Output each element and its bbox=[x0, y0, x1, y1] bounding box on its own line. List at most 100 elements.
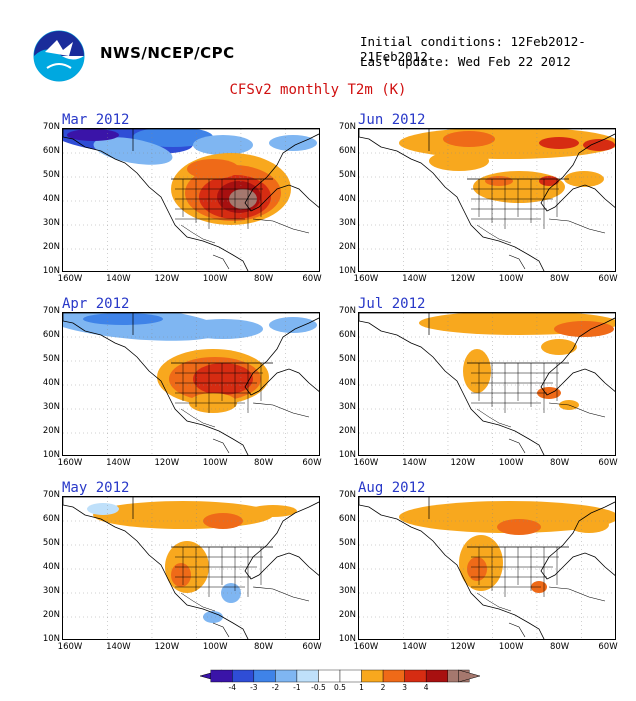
lon-tick-label: 120W bbox=[450, 642, 476, 652]
colorbar-swatch bbox=[275, 669, 298, 683]
lon-tick-label: 140W bbox=[402, 642, 427, 652]
lon-tick-label: 100W bbox=[498, 274, 524, 284]
lat-tick-label: 50N bbox=[42, 354, 60, 364]
lon-tick-label: 60W bbox=[598, 458, 618, 468]
colorbar-label: -1 bbox=[293, 683, 301, 692]
lon-tick-label: 60W bbox=[598, 274, 618, 284]
lat-tick-label: 10N bbox=[338, 634, 356, 644]
lat-tick-label: 10N bbox=[338, 450, 356, 460]
colorbar-label: -3 bbox=[250, 683, 258, 692]
lat-tick-label: 60N bbox=[42, 330, 60, 340]
lat-tick-label: 70N bbox=[42, 490, 60, 500]
lat-tick-label: 70N bbox=[338, 490, 356, 500]
lon-tick-label: 100W bbox=[202, 642, 228, 652]
colorbar-swatch bbox=[296, 669, 319, 683]
lat-tick-label: 20N bbox=[338, 242, 356, 252]
organization-name: NWS/NCEP/CPC bbox=[100, 44, 235, 62]
lat-tick-label: 30N bbox=[338, 402, 356, 412]
lon-tick-label: 120W bbox=[154, 642, 180, 652]
colorbar-label: -4 bbox=[228, 683, 237, 692]
colorbar-swatch bbox=[210, 669, 233, 683]
lat-tick-label: 30N bbox=[338, 586, 356, 596]
lat-tick-label: 20N bbox=[42, 610, 60, 620]
lat-tick-label: 40N bbox=[42, 378, 60, 388]
anomaly-map bbox=[359, 313, 615, 455]
lon-tick-label: 80W bbox=[549, 642, 570, 652]
panel-title: Jun 2012 bbox=[358, 112, 426, 128]
lat-tick-label: 30N bbox=[338, 218, 356, 228]
map-panel bbox=[358, 496, 616, 640]
map-panel bbox=[62, 128, 320, 272]
lon-tick-label: 100W bbox=[498, 458, 524, 468]
lon-tick-label: 120W bbox=[154, 458, 180, 468]
lat-tick-label: 30N bbox=[42, 218, 60, 228]
lon-tick-label: 100W bbox=[498, 642, 524, 652]
lat-tick-label: 40N bbox=[338, 378, 356, 388]
lat-tick-label: 60N bbox=[42, 514, 60, 524]
colorbar-swatch bbox=[232, 669, 255, 683]
panel-title: Mar 2012 bbox=[62, 112, 130, 128]
lat-tick-label: 50N bbox=[338, 538, 356, 548]
lon-tick-label: 60W bbox=[598, 642, 618, 652]
lon-tick-label: 80W bbox=[549, 458, 570, 468]
lon-tick-label: 140W bbox=[402, 274, 427, 284]
lon-tick-label: 160W bbox=[353, 642, 379, 652]
colorbar-swatch bbox=[382, 669, 405, 683]
colorbar-swatch bbox=[425, 669, 448, 683]
lat-tick-label: 10N bbox=[42, 450, 60, 460]
lon-tick-label: 120W bbox=[154, 274, 180, 284]
colorbar-label: 1 bbox=[359, 683, 364, 692]
lat-tick-label: 50N bbox=[42, 538, 60, 548]
lon-tick-label: 100W bbox=[202, 458, 228, 468]
lat-tick-label: 30N bbox=[42, 586, 60, 596]
lat-tick-label: 40N bbox=[42, 194, 60, 204]
last-update: Last update: Wed Feb 22 2012 bbox=[360, 54, 571, 69]
initial-conditions: Initial conditions: 12Feb2012-21Feb2012 bbox=[360, 34, 586, 64]
colorbar-label: 2 bbox=[380, 683, 386, 692]
lat-tick-label: 20N bbox=[338, 426, 356, 436]
anomaly-map bbox=[359, 129, 615, 271]
lat-tick-label: 30N bbox=[42, 402, 60, 412]
lat-tick-label: 10N bbox=[42, 634, 60, 644]
lon-tick-label: 160W bbox=[57, 458, 83, 468]
colorbar-swatch bbox=[361, 669, 384, 683]
lat-tick-label: 60N bbox=[338, 146, 356, 156]
anomaly-map bbox=[63, 313, 319, 455]
colorbar bbox=[199, 668, 481, 683]
colorbar-swatch bbox=[404, 669, 427, 683]
lat-tick-label: 60N bbox=[338, 514, 356, 524]
lat-tick-label: 40N bbox=[338, 194, 356, 204]
lon-tick-label: 160W bbox=[57, 274, 83, 284]
map-panel bbox=[62, 496, 320, 640]
lon-tick-label: 120W bbox=[450, 274, 476, 284]
lon-tick-label: 160W bbox=[353, 458, 379, 468]
lon-tick-label: 80W bbox=[549, 274, 570, 284]
lat-tick-label: 10N bbox=[42, 266, 60, 276]
lon-tick-label: 80W bbox=[253, 642, 274, 652]
lon-tick-label: 60W bbox=[302, 642, 322, 652]
lat-tick-label: 20N bbox=[42, 242, 60, 252]
map-panel bbox=[358, 128, 616, 272]
lon-tick-label: 120W bbox=[450, 458, 476, 468]
lat-tick-label: 50N bbox=[42, 170, 60, 180]
figure-title: CFSv2 monthly T2m (K) bbox=[229, 82, 407, 98]
colorbar-swatch bbox=[253, 669, 276, 683]
colorbar-label: 0.5 bbox=[334, 683, 346, 692]
lon-tick-label: 160W bbox=[353, 274, 379, 284]
lon-tick-label: 80W bbox=[253, 274, 274, 284]
colorbar-label: -0.5 bbox=[311, 683, 326, 692]
lat-tick-label: 50N bbox=[338, 170, 356, 180]
lat-tick-label: 70N bbox=[338, 122, 356, 132]
colorbar-label: 3 bbox=[402, 683, 407, 692]
lat-tick-label: 60N bbox=[42, 146, 60, 156]
lat-tick-label: 70N bbox=[338, 306, 356, 316]
lon-tick-label: 60W bbox=[302, 458, 322, 468]
lon-tick-label: 100W bbox=[202, 274, 228, 284]
lon-tick-label: 140W bbox=[106, 458, 131, 468]
lat-tick-label: 40N bbox=[42, 562, 60, 572]
lon-tick-label: 160W bbox=[57, 642, 83, 652]
panel-title: Apr 2012 bbox=[62, 296, 130, 312]
lon-tick-label: 60W bbox=[302, 274, 322, 284]
colorbar-arrow-right bbox=[458, 669, 481, 683]
panel-title: Aug 2012 bbox=[358, 480, 426, 496]
